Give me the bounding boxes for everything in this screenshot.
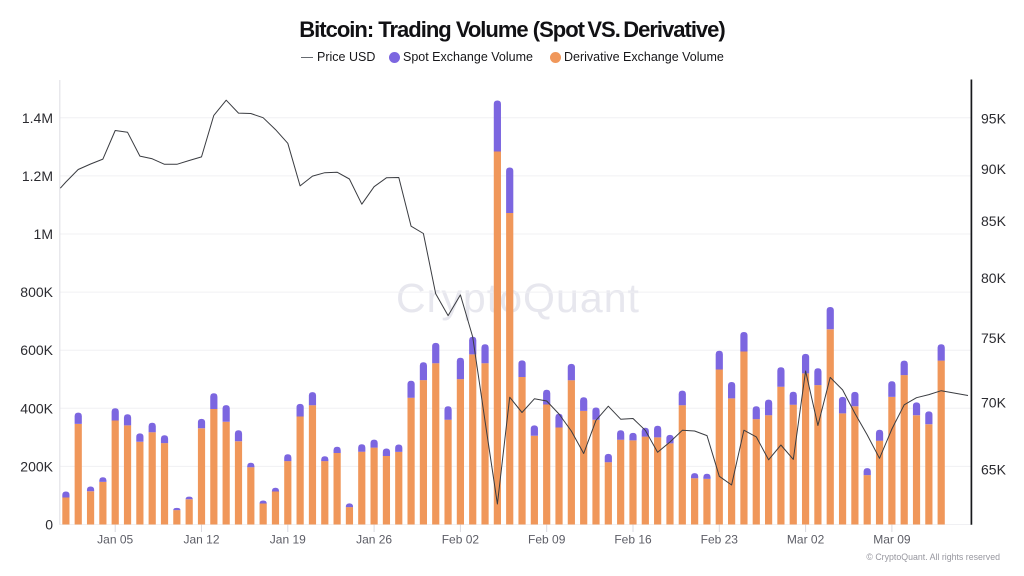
- svg-text:80K: 80K: [981, 270, 1007, 286]
- svg-text:Feb 16: Feb 16: [614, 533, 652, 547]
- svg-text:85K: 85K: [981, 213, 1007, 229]
- svg-text:70K: 70K: [981, 394, 1007, 410]
- svg-text:1.2M: 1.2M: [22, 168, 53, 184]
- svg-text:90K: 90K: [981, 161, 1007, 177]
- svg-text:0: 0: [45, 516, 53, 532]
- svg-text:1.4M: 1.4M: [22, 110, 53, 126]
- svg-text:400K: 400K: [20, 400, 53, 416]
- svg-text:Mar 02: Mar 02: [787, 533, 825, 547]
- svg-text:65K: 65K: [981, 462, 1007, 478]
- svg-text:Jan 05: Jan 05: [97, 533, 133, 547]
- svg-text:Feb 23: Feb 23: [701, 533, 739, 547]
- svg-text:600K: 600K: [20, 342, 53, 358]
- svg-text:200K: 200K: [20, 458, 53, 474]
- svg-text:75K: 75K: [981, 330, 1007, 346]
- svg-text:Mar 09: Mar 09: [873, 533, 911, 547]
- svg-text:800K: 800K: [20, 284, 53, 300]
- svg-text:95K: 95K: [981, 111, 1007, 127]
- svg-text:1M: 1M: [34, 226, 53, 242]
- svg-text:Feb 02: Feb 02: [442, 533, 480, 547]
- svg-text:Feb 09: Feb 09: [528, 533, 566, 547]
- svg-text:Jan 12: Jan 12: [183, 533, 219, 547]
- svg-text:Jan 19: Jan 19: [270, 533, 306, 547]
- svg-text:Jan 26: Jan 26: [356, 533, 392, 547]
